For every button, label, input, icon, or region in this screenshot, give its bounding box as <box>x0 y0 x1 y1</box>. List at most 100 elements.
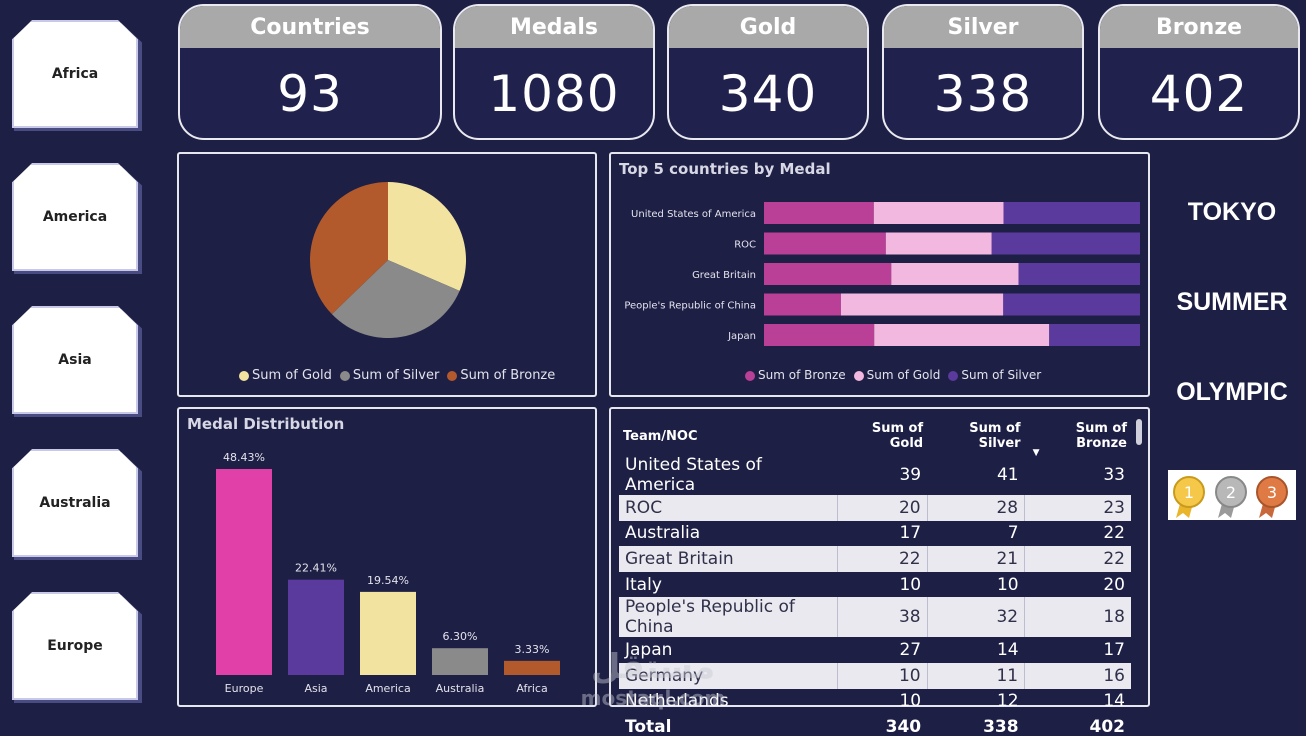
bar-segment-sum-of-bronze[interactable] <box>764 263 892 285</box>
cell-value: 18 <box>1024 597 1131 638</box>
region-button-europe[interactable]: Europe <box>12 592 138 700</box>
cell-value: 14 <box>1103 691 1125 712</box>
bar-segment-sum-of-bronze[interactable] <box>764 324 875 346</box>
cell-value: 22 <box>836 546 928 572</box>
bar-segment-sum-of-bronze[interactable] <box>764 293 841 316</box>
cell-team: Germany <box>619 662 838 689</box>
kpi-value: 93 <box>277 65 343 123</box>
total-cell: 338 <box>983 716 1019 736</box>
data-label: 6.30% <box>443 630 478 643</box>
region-label: Africa <box>51 66 99 82</box>
medal-table: Team/NOC Sum of Gold Sum of Silver Sum o… <box>619 417 1131 736</box>
legend-dot-icon <box>447 370 458 381</box>
table-row[interactable]: Germany 10 11 16 <box>619 662 1131 689</box>
cell-team: ROC <box>619 495 838 521</box>
total-cell: 402 <box>1089 716 1126 736</box>
bar-segment-sum-of-gold[interactable] <box>873 202 1004 224</box>
region-label: Asia <box>58 352 92 368</box>
kpi-label: Silver <box>884 6 1082 48</box>
cell-value: 14 <box>996 640 1019 661</box>
pie-chart-panel: Sum of Gold Sum of Silver Sum of Bronze <box>177 152 597 397</box>
sort-desc-icon: ▼ <box>1032 448 1040 458</box>
bar-segment-sum-of-silver[interactable] <box>1003 202 1140 224</box>
cell-value: 22 <box>1103 523 1125 544</box>
legend-dot-icon <box>745 370 755 381</box>
kpi-medals-card: Medals 1080 <box>453 4 655 140</box>
pie-chart[interactable] <box>179 168 595 368</box>
table-row[interactable]: Great Britain 22 21 22 <box>619 546 1131 572</box>
kpi-label: Bronze <box>1100 6 1298 48</box>
legend-dot-icon <box>948 370 959 381</box>
bar-segment-sum-of-bronze[interactable] <box>764 202 874 224</box>
bar-segment-sum-of-silver[interactable] <box>1018 263 1140 285</box>
category-label: Europe <box>225 682 264 695</box>
bar-australia[interactable] <box>432 648 488 675</box>
chart-title: Medal Distribution <box>187 415 345 433</box>
pie-slice-sum-of-silver[interactable] <box>331 260 460 338</box>
kpi-countries-card: Countries 93 <box>178 4 442 140</box>
table-row[interactable]: Japan 27 14 17 <box>619 637 1131 663</box>
cell-value: 27 <box>899 640 922 661</box>
kpi-value: 402 <box>1149 65 1249 123</box>
legend-dot-icon <box>853 370 864 381</box>
table-row[interactable]: Australia 17 7 22 <box>619 521 1131 547</box>
table-scrollbar[interactable] <box>1136 419 1142 445</box>
pie-slice-sum-of-bronze[interactable] <box>310 182 388 315</box>
bar-segment-sum-of-gold[interactable] <box>840 293 1004 316</box>
column-header-team[interactable]: Team/NOC <box>623 428 698 444</box>
bar-america[interactable] <box>360 591 416 675</box>
table-row[interactable]: Netherlands 10 12 14 <box>619 689 1131 715</box>
bar-segment-sum-of-gold[interactable] <box>891 263 1019 285</box>
legend-item-silver[interactable]: Sum of Silver <box>948 368 1041 382</box>
cell-value: 39 <box>899 465 922 485</box>
bar-segment-sum-of-silver[interactable] <box>1049 324 1140 346</box>
region-label: Europe <box>47 638 103 654</box>
region-label: Australia <box>39 495 111 511</box>
legend-item-gold[interactable]: Sum of Gold <box>239 368 332 383</box>
region-button-australia[interactable]: Australia <box>12 449 138 557</box>
distribution-chart-panel: Medal Distribution 48.43% Europe 22.41% Asi… <box>177 407 597 707</box>
bar-asia[interactable] <box>288 579 344 675</box>
column-header-gold[interactable]: Sum of Gold <box>871 421 924 451</box>
bar-segment-sum-of-silver[interactable] <box>1003 293 1140 316</box>
medal-table-panel: Team/NOC Sum of Gold Sum of Silver Sum o… <box>609 407 1150 736</box>
kpi-label: Countries <box>180 6 440 48</box>
legend-item-bronze[interactable]: Sum of Bronze <box>745 368 846 382</box>
pie-slice-sum-of-gold[interactable] <box>388 182 466 291</box>
bar-segment-sum-of-bronze[interactable] <box>764 232 886 255</box>
table-row[interactable]: ROC 20 28 23 <box>619 495 1131 521</box>
cell-value: 21 <box>926 546 1025 572</box>
cell-value: 32 <box>926 597 1025 638</box>
top5-bar-chart[interactable]: United States of America ROC Great Britain… <box>611 194 1148 364</box>
top5-legend: Sum of Bronze Sum of Gold Sum of Silver <box>745 368 1041 382</box>
region-button-america[interactable]: America <box>12 163 138 271</box>
region-button-africa[interactable]: Africa <box>12 20 138 128</box>
bar-segment-sum-of-gold[interactable] <box>874 324 1050 346</box>
cell-value: 20 <box>1103 574 1125 595</box>
medals-image: 1 2 3 <box>1168 470 1296 520</box>
table-row[interactable]: United States of America 39 41 33 <box>619 455 1131 495</box>
distribution-bar-chart[interactable]: 48.43% Europe 22.41% Asia 19.54% America 6.30%… <box>179 441 595 701</box>
bar-segment-sum-of-silver[interactable] <box>991 232 1140 255</box>
data-label: 48.43% <box>223 451 265 464</box>
category-label: Asia <box>304 682 327 695</box>
column-header-silver[interactable]: Sum of Silver <box>969 421 1021 451</box>
legend-item-silver[interactable]: Sum of Silver <box>339 368 439 383</box>
bar-europe[interactable] <box>216 469 272 675</box>
table-row[interactable]: People's Republic of China 38 32 18 <box>619 597 1131 638</box>
bar-africa[interactable] <box>504 660 560 675</box>
cell-team: Japan <box>625 640 673 661</box>
column-header-bronze[interactable]: Sum of Bronze ▼ <box>1032 421 1127 458</box>
category-label: America <box>365 682 410 695</box>
legend-item-bronze[interactable]: Sum of Bronze <box>447 368 555 383</box>
cell-value: 10 <box>996 574 1019 595</box>
table-row[interactable]: Italy 10 10 20 <box>619 572 1131 598</box>
region-button-asia[interactable]: Asia <box>12 306 138 414</box>
category-label: ROC <box>734 240 756 251</box>
cell-value: 16 <box>1024 662 1131 689</box>
legend-item-gold[interactable]: Sum of Gold <box>853 368 940 382</box>
bar-segment-sum-of-gold[interactable] <box>885 232 992 255</box>
title-word-summer: SUMMER <box>1176 288 1288 316</box>
cell-value: 41 <box>996 465 1019 485</box>
category-label: Africa <box>516 682 547 695</box>
